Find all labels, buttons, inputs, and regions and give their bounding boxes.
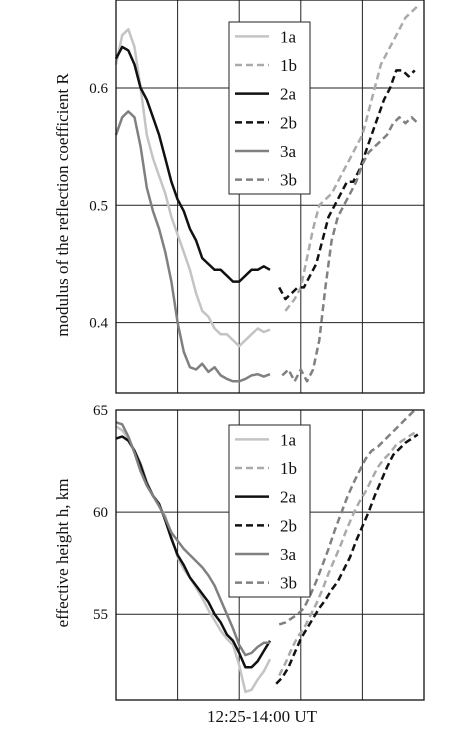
legend-label-3b: 3b (280, 574, 297, 593)
legend-label-3a: 3a (280, 142, 297, 161)
legend: 1a 1b 2a 2b 3a 3b (228, 424, 311, 598)
series-line-2a (114, 45, 271, 283)
series-lines (114, 4, 419, 383)
legend-label-1b: 1b (280, 459, 297, 478)
series-line-2b (275, 433, 419, 685)
series-line-2b (278, 69, 416, 301)
legend-label-2a: 2a (280, 85, 297, 104)
legend-label-3b: 3b (280, 171, 297, 190)
legend-label-1a: 1a (280, 27, 297, 46)
ylabel-reflection-coefficient: modulus of the reflection coefficient R (53, 73, 72, 337)
y-tick-label: 60 (93, 505, 108, 521)
legend-label-1a: 1a (280, 430, 297, 449)
series-line-2a (115, 435, 272, 669)
y-tick-label: 0.5 (89, 198, 108, 214)
legend-label-1b: 1b (280, 56, 297, 75)
series-line-1a (114, 28, 271, 348)
ylabel-effective-height: effective height h, km (53, 479, 72, 628)
y-tick-label: 65 (93, 403, 108, 419)
legend-label-3a: 3a (280, 545, 297, 564)
y-tick-label: 55 (93, 607, 108, 623)
plot-frame (115, 0, 425, 394)
legend-label-2b: 2b (280, 113, 297, 132)
series-line-3a (115, 421, 270, 657)
legend-label-2b: 2b (280, 516, 297, 535)
effective-height-panel: effective height h, km 55 60 65 1a 1b 2a 2b 3a 3… (53, 403, 425, 701)
series-line-3b (281, 116, 419, 383)
series-line-1b (284, 4, 419, 312)
legend: 1a 1b 2a 2b 3a 3b (228, 21, 311, 195)
reflection-coefficient-panel: modulus of the reflection coefficient R … (53, 0, 425, 394)
series-lines (115, 409, 419, 694)
series-line-3a (114, 110, 271, 383)
y-tick-label: 0.4 (89, 316, 108, 332)
legend-box (228, 21, 311, 195)
xlabel-time-range: 12:25-14:00 UT (207, 707, 318, 726)
legend-label-2a: 2a (280, 488, 297, 507)
series-line-1b (278, 431, 416, 677)
series-line-3b (278, 409, 416, 626)
y-tick-label: 0.6 (89, 81, 108, 97)
plot-frame (115, 409, 425, 701)
legend-box (228, 424, 311, 598)
